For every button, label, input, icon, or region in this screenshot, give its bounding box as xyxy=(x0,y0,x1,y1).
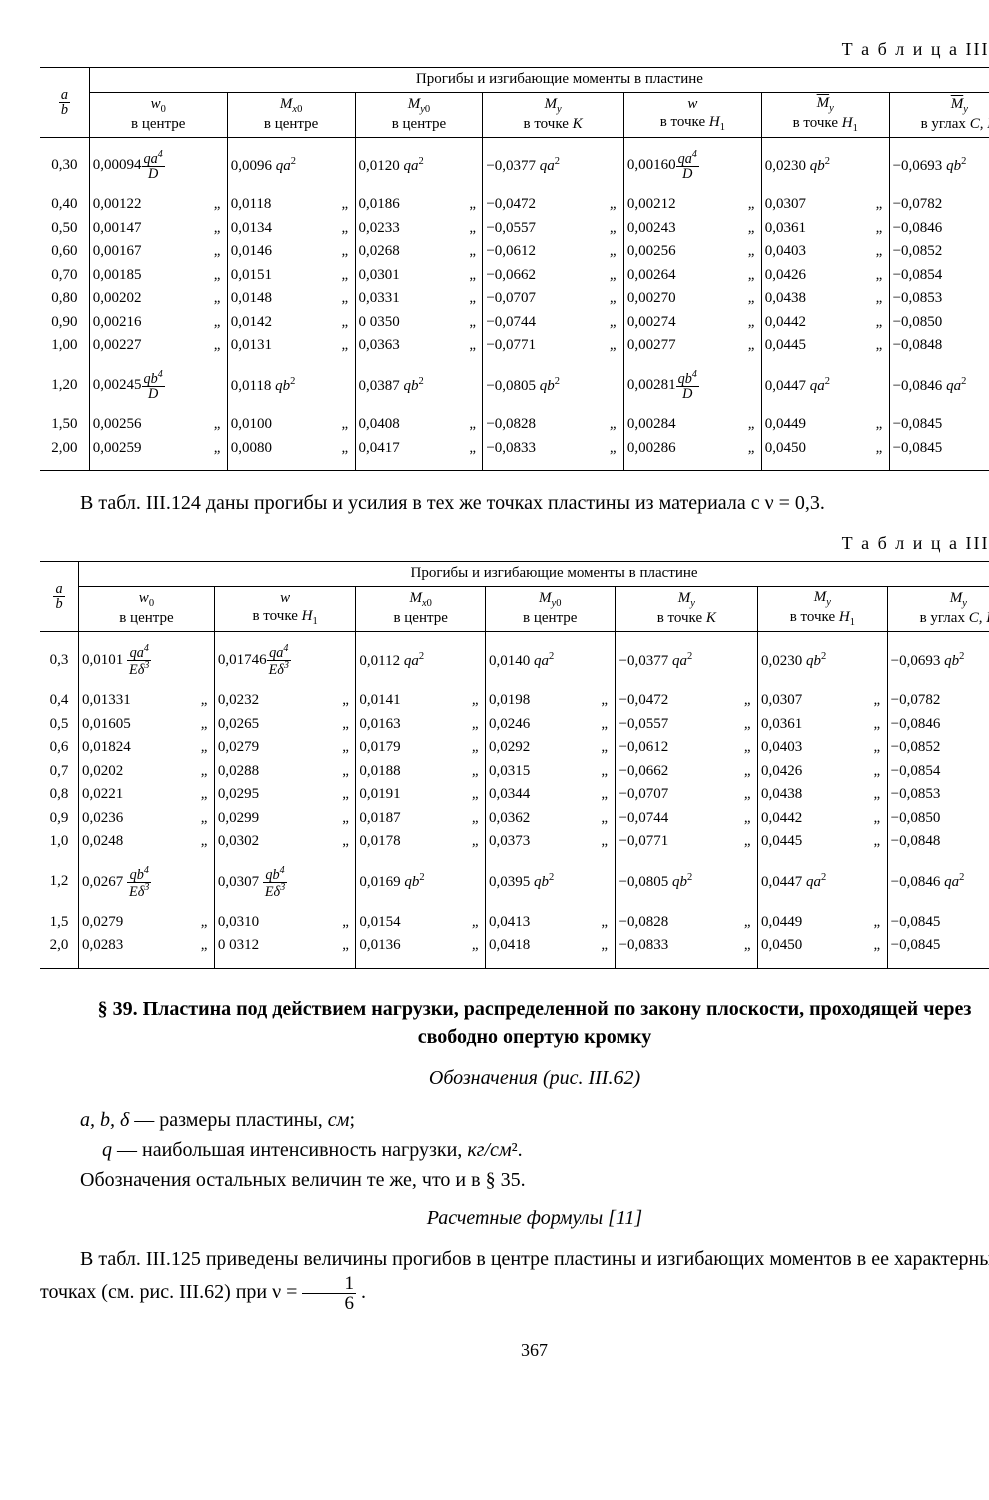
hdr-c3-124: Mx0в центре xyxy=(356,586,486,631)
table-row: 1,500,00256„0,0100„0,0408„−0,0828„0,0028… xyxy=(40,413,989,437)
table-row: 0,50,01605„0,0265„0,0163„0,0246„−0,0557„… xyxy=(40,713,989,737)
def-2: q — наибольшая интенсивность нагрузки, к… xyxy=(146,1135,989,1165)
row-123-u1: 0,30 0,00094qa4D 0,0096 qa2 0,0120 qa2 −… xyxy=(40,148,989,183)
table-row: 0,900,00216„0,0142„0 0350„−0,0744„0,0027… xyxy=(40,311,989,335)
table-row: 0,60,01824„0,0279„0,0179„0,0292„−0,0612„… xyxy=(40,736,989,760)
table-row: 0,70,0202„0,0288„0,0188„0,0315„−0,0662„0… xyxy=(40,760,989,784)
table-row: 1,50,0279„0,0310„0,0154„0,0413„−0,0828„0… xyxy=(40,911,989,935)
table-row: 1,00,0248„0,0302„0,0178„0,0373„−0,0771„0… xyxy=(40,830,989,854)
formulas-title: Расчетные формулы [11] xyxy=(40,1205,989,1231)
table-row: 0,40,01331„0,0232„0,0141„0,0198„−0,0472„… xyxy=(40,689,989,713)
table-row: 0,700,00185„0,0151„0,0301„−0,0662„0,0026… xyxy=(40,264,989,288)
hdr-c4-123: Myв точке K xyxy=(483,92,624,137)
hdr-c2-123: Mx0в центре xyxy=(227,92,355,137)
table-row: 0,90,0236„0,0299„0,0187„0,0362„−0,0744„0… xyxy=(40,807,989,831)
para-2: В табл. III.125 приведены величины проги… xyxy=(40,1245,989,1313)
hdr-ab-123: ab xyxy=(40,68,89,138)
hdr-c6-124: Myв точке H1 xyxy=(758,586,888,631)
hdr-c1-124: w0в центре xyxy=(79,586,215,631)
notation-title: Обозначения (рис. III.62) xyxy=(40,1065,989,1091)
table-row: 0,400,00122„0,0118„0,0186„−0,0472„0,0021… xyxy=(40,193,989,217)
table-row: 0,500,00147„0,0134„0,0233„−0,0557„0,0024… xyxy=(40,217,989,241)
page-number: 367 xyxy=(40,1339,989,1362)
table-row: 1,000,00227„0,0131„0,0363„−0,0771„0,0027… xyxy=(40,334,989,358)
row-123-u2: 1,20 0,00245qb4D 0,0118 qb2 0,0387 qb2 −… xyxy=(40,368,989,403)
hdr-super-123: Прогибы и изгибающие моменты в пластине xyxy=(89,68,989,93)
row-124-u1: 0,3 0,0101 qa4Eδ3 0,01746qa4Eδ3 0,0112 q… xyxy=(40,642,989,679)
hdr-c5-124: Myв точке K xyxy=(615,586,758,631)
hdr-c3-123: My0в центре xyxy=(355,92,483,137)
hdr-c6-123: Myв точке H1 xyxy=(761,92,889,137)
def-3: Обозначения остальных величин те же, что… xyxy=(80,1165,989,1195)
hdr-c5-123: wв точке H1 xyxy=(623,92,761,137)
definitions: a, b, δ — размеры пластины, см; q — наиб… xyxy=(80,1105,989,1195)
hdr-c2-124: wв точке H1 xyxy=(214,586,356,631)
def-1: a, b, δ — размеры пластины, см; xyxy=(124,1105,989,1135)
table-row: 2,00,0283„0 0312„0,0136„0,0418„−0,0833„0… xyxy=(40,934,989,958)
table-124: ab Прогибы и изгибающие моменты в пласти… xyxy=(40,561,989,968)
table-row: 0,600,00167„0,0146„0,0268„−0,0612„0,0025… xyxy=(40,240,989,264)
para-1: В табл. III.124 даны прогибы и усилия в … xyxy=(40,489,989,518)
table-123-caption: Т а б л и ц а III.123 xyxy=(40,38,989,61)
table-row: 0,80,0221„0,0295„0,0191„0,0344„−0,0707„0… xyxy=(40,783,989,807)
section-39-title: § 39. Пластина под действием нагрузки, р… xyxy=(70,995,989,1051)
row-124-u2: 1,2 0,0267 qb4Eδ3 0,0307 qb4Eδ3 0,0169 q… xyxy=(40,864,989,901)
hdr-c7-123: Myв углах C, D xyxy=(889,92,989,137)
table-124-caption: Т а б л и ц а III.124 xyxy=(40,532,989,555)
table-row: 2,000,00259„0,0080„0,0417„−0,0833„0,0028… xyxy=(40,437,989,461)
table-row: 0,800,00202„0,0148„0,0331„−0,0707„0,0027… xyxy=(40,287,989,311)
hdr-c7-124: Myв углах C, D xyxy=(887,586,989,631)
hdr-c4-124: My0в центре xyxy=(485,586,615,631)
hdr-c1-123: w0в центре xyxy=(89,92,227,137)
table-123: ab Прогибы и изгибающие моменты в пласти… xyxy=(40,67,989,471)
hdr-super-124: Прогибы и изгибающие моменты в пластине xyxy=(79,562,989,587)
hdr-ab-124: ab xyxy=(40,562,79,632)
